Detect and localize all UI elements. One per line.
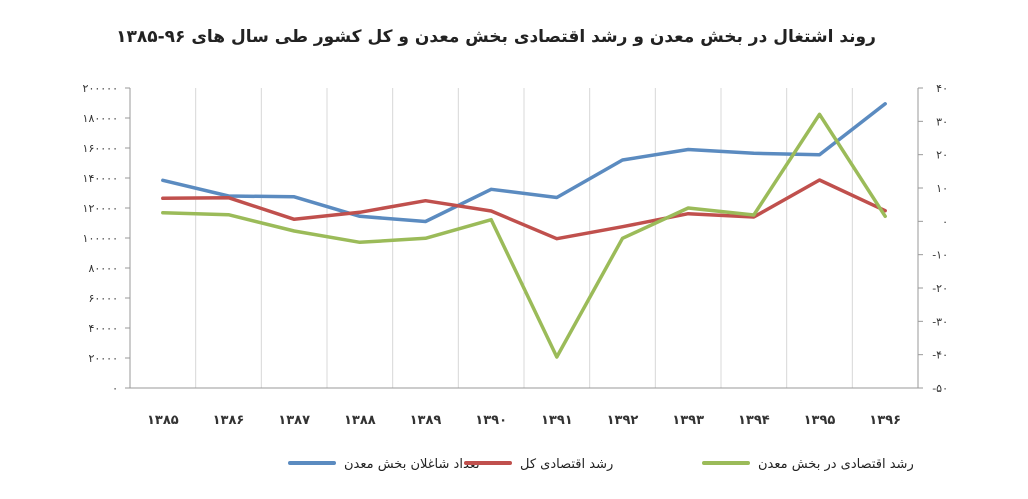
left-tick-label: ۶۰۰۰۰: [88, 292, 118, 305]
x-category-label: ۱۳۹۵: [804, 413, 836, 428]
series-line: [161, 112, 887, 359]
x-category-label: ۱۳۹۶: [869, 413, 901, 428]
series-line: [161, 178, 887, 241]
legend-label: تعداد شاغلان بخش معدن: [344, 457, 480, 472]
right-tick-label: -۵۰: [932, 382, 948, 395]
x-category-label: ۱۳۸۶: [213, 413, 245, 428]
chart-series: [161, 102, 887, 359]
x-category-label: ۱۳۹۴: [738, 413, 770, 428]
x-axis-category-labels: ۱۳۸۵ ۱۳۸۶ ۱۳۸۷ ۱۳۸۸ ۱۳۸۹ ۱۳۹۰ ۱۳۹۱ ۱۳۹۲ ۱۳۹۳ ۱۳۹۴…: [147, 413, 901, 428]
right-tick-label: -۱۰: [932, 249, 948, 262]
x-category-label: ۱۳۸۸: [344, 413, 376, 428]
right-tick-label: ۲۰: [936, 149, 948, 162]
left-tick-label: ۴۰۰۰۰: [88, 322, 118, 335]
legend-label: رشد اقتصادی در بخش معدن: [758, 457, 914, 472]
left-tick-label: ۱۴۰۰۰۰: [83, 172, 118, 185]
right-tick-label: -۴۰: [932, 349, 948, 362]
left-tick-label: ۰: [112, 382, 118, 395]
x-category-label: ۱۳۹۰: [475, 413, 507, 428]
left-axis-ticks: ۰ ۲۰۰۰۰ ۴۰۰۰۰ ۶۰۰۰۰ ۸۰۰۰۰ ۱۰۰۰۰۰ ۱۲۰۰۰۰ ۱۴۰۰۰۰ ۱…: [83, 82, 130, 395]
chart-legend: تعداد شاغلان بخش معدن رشد اقتصادی کل رشد ا…: [288, 457, 914, 472]
right-axis-ticks: -۵۰ -۴۰ -۳۰ -۲۰ -۱۰ ۰ ۱۰ ۲۰ ۳۰ ۴۰: [918, 82, 948, 395]
chart-title: روند اشتغال در بخش معدن و رشد اقتصادی بخ…: [116, 27, 876, 47]
x-category-label: ۱۳۹۱: [541, 413, 573, 428]
x-category-label: ۱۳۸۵: [147, 413, 179, 428]
right-tick-label: -۲۰: [932, 282, 948, 295]
left-tick-label: ۱۸۰۰۰۰: [83, 112, 118, 125]
left-tick-label: ۲۰۰۰۰: [88, 352, 118, 365]
series-line: [161, 102, 887, 224]
right-tick-label: ۰: [942, 215, 948, 228]
left-tick-label: ۱۰۰۰۰۰: [83, 232, 118, 245]
left-tick-label: ۲۰۰۰۰۰: [83, 82, 118, 95]
right-tick-label: ۴۰: [936, 82, 948, 95]
left-tick-label: ۸۰۰۰۰: [88, 262, 118, 275]
x-category-label: ۱۳۸۹: [410, 413, 442, 428]
legend-label: رشد اقتصادی کل: [520, 457, 613, 472]
right-tick-label: ۱۰: [936, 182, 948, 195]
left-tick-label: ۱۲۰۰۰۰: [83, 202, 118, 215]
x-category-label: ۱۳۸۷: [278, 413, 310, 428]
x-category-label: ۱۳۹۳: [672, 413, 704, 428]
x-category-label: ۱۳۹۲: [607, 413, 639, 428]
left-tick-label: ۱۶۰۰۰۰: [83, 142, 118, 155]
right-tick-label: ۳۰: [936, 115, 948, 128]
vertical-gridlines: [129, 88, 919, 388]
right-tick-label: -۳۰: [932, 315, 948, 328]
